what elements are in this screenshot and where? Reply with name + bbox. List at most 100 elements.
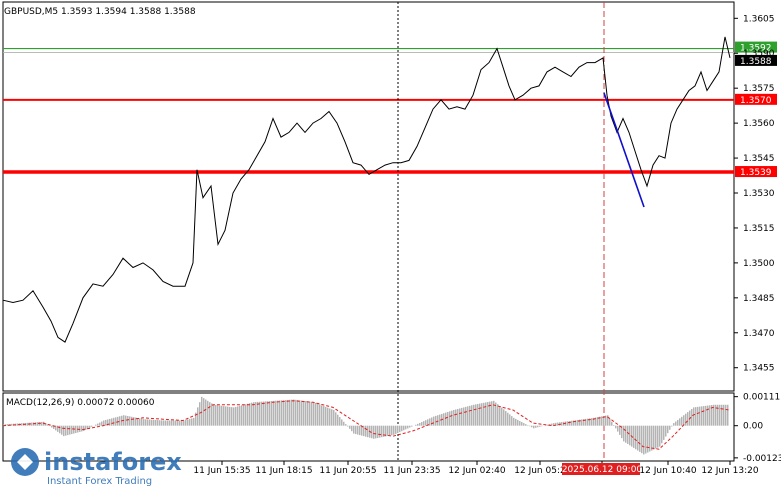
macd-histogram-bar [407,425,409,429]
macd-histogram-bar [643,425,645,455]
macd-histogram-bar [243,404,245,426]
macd-histogram-bar [201,396,203,426]
macd-histogram-bar [265,401,267,426]
macd-histogram-bar [147,419,149,426]
macd-histogram-bar [279,400,281,426]
macd-histogram-bar [367,425,369,438]
macd-histogram-bar [541,425,543,427]
macd-histogram-bar [245,404,247,426]
macd-histogram-bar [703,406,705,426]
price-tick-label-4: 1.3545 [743,154,775,164]
macd-histogram-bar [477,403,479,426]
macd-histogram-bar [393,425,395,435]
macd-histogram-bar [377,425,379,438]
macd-histogram-bar [239,405,241,426]
macd-histogram-bar [569,420,571,426]
macd-histogram-bar [321,405,323,426]
macd-histogram-bar [85,425,87,430]
macd-histogram-bar [419,422,421,426]
panel-borders [2,1,735,462]
macd-histogram-bar [371,425,373,439]
macd-histogram-bar [17,423,19,426]
macd-histogram-bar [727,404,729,426]
macd-histogram-bar [719,404,721,426]
macd-histogram-bar [11,423,13,426]
macd-tick-label-1: 0.00 [743,422,763,432]
macd-histogram-bar [707,405,709,426]
macd-histogram-bar [613,425,615,426]
macd-tick-label-2: -0.00123 [743,454,781,464]
macd-histogram-bar [41,421,43,426]
macd-histogram-bar [125,415,127,426]
price-tick-label-6: 1.3515 [743,224,775,234]
level-label-bg-1 [735,54,777,66]
macd-histogram-bar [485,402,487,426]
macd-histogram-bar [53,425,55,429]
macd-histogram-bar [501,407,503,426]
logo-tagline: Instant Forex Trading [47,476,152,487]
macd-histogram-bar [111,418,113,426]
macd-histogram-bar [257,401,259,426]
macd-histogram-bar [39,422,41,426]
macd-histogram-bar [493,400,495,426]
macd-histogram-bar [337,414,339,426]
macd-histogram-bar [313,402,315,426]
macd-histogram-bar [127,416,129,426]
macd-histogram-bar [499,405,501,426]
macd-histogram-bar [235,406,237,426]
macd-histogram-bar [673,423,675,426]
macd-histogram-bar [37,422,39,426]
macd-histogram-bar [453,410,455,426]
macd-histogram-bar [7,424,9,426]
macd-histogram-bar [113,417,115,426]
macd-histogram-bar [457,408,459,426]
macd-histogram-bar [291,399,293,426]
price-tick-label-1: 1.3590 [743,49,775,59]
macd-histogram-bar [131,416,133,426]
macd-histogram-bar [679,418,681,426]
macd-histogram-bar [157,420,159,426]
macd-histogram-bar [173,420,175,426]
macd-histogram-bar [71,425,73,435]
macd-histogram-bar [105,419,107,426]
macd-histogram-bar [693,407,695,426]
macd-histogram-bar [609,418,611,426]
macd-histogram-bar [495,402,497,426]
macd-histogram-bar [721,404,723,426]
horizontal-levels: 1.3592 1.3588 1.3570 1.3539 [3,41,777,178]
level-label-bg-2 [735,93,777,105]
macd-histogram-bar [531,425,533,428]
macd-histogram-bar [585,418,587,426]
macd-histogram-bar [141,418,143,426]
macd-histogram-bar [197,407,199,426]
macd-histogram-bar [653,425,655,450]
macd-histogram-bar [255,402,257,426]
macd-histogram-bar [269,401,271,426]
time-tick-label-8: 12 Jun 13:20 [701,466,758,476]
macd-histogram-bar [335,412,337,426]
macd-histogram-bar [79,425,81,432]
level-label-1: 1.3588 [740,57,772,67]
macd-histogram-bar [345,424,347,426]
macd-histogram-bar [133,417,135,426]
macd-histogram-bar [317,403,319,426]
macd-histogram-bar [545,425,547,426]
macd-histogram-bar [483,402,485,426]
macd-histogram-bar [655,425,657,449]
price-tick-label-2: 1.3575 [743,84,775,94]
macd-histogram-bar [159,420,161,426]
macd-histogram-bar [669,425,671,430]
macd-histogram-bar [435,415,437,426]
macd-histogram-bar [75,425,77,434]
macd-histogram-bar [143,419,145,426]
macd-histogram-bar [45,423,47,426]
macd-histogram-bar [101,421,103,426]
macd-histogram-bar [421,422,423,426]
macd-histogram-bar [577,419,579,426]
macd-histogram-bar [273,400,275,426]
macd-histogram-bar [153,419,155,426]
macd-histogram-bar [307,401,309,426]
level-label-3: 1.3539 [740,168,772,178]
vertical-markers [397,2,605,461]
macd-histogram-bar [241,405,243,426]
